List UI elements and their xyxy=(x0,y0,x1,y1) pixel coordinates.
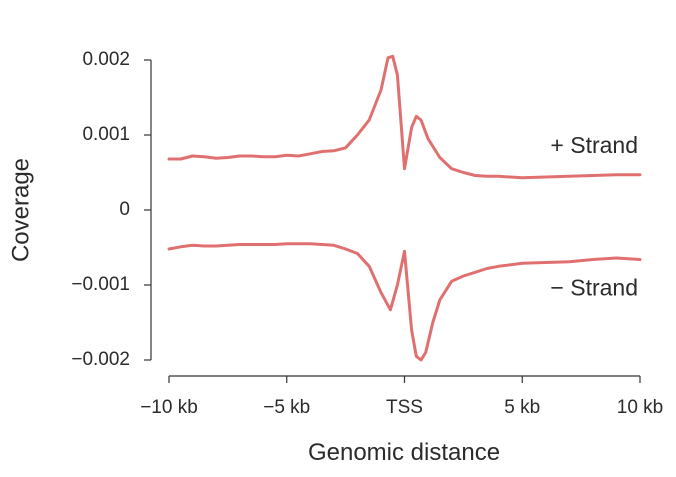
series-line-minus-strand xyxy=(167,242,642,362)
y-tick-label: 0.002 xyxy=(82,49,130,70)
axes xyxy=(150,60,640,377)
x-tick-label: −10 kb xyxy=(140,397,198,418)
x-tick-label: −5 kb xyxy=(263,397,310,418)
series-lines xyxy=(167,54,642,362)
y-tick-label: −0.002 xyxy=(71,349,130,370)
series-labels: + Strand − Strand xyxy=(550,132,638,301)
x-tick-label: TSS xyxy=(386,397,423,418)
y-axis-title: Coverage xyxy=(7,158,34,262)
series-line-strand xyxy=(167,54,642,180)
x-tick-label: 5 kb xyxy=(504,397,540,418)
series-label-minus-strand: − Strand xyxy=(550,275,638,301)
x-ticks: −10 kb −5 kb TSS 5 kb 10 kb xyxy=(140,376,663,418)
x-tick-label: 10 kb xyxy=(617,397,663,418)
y-tick-label: 0 xyxy=(119,199,130,220)
y-tick-label: −0.001 xyxy=(71,274,130,295)
series-label-strand: + Strand xyxy=(550,132,638,158)
x-axis-title: Genomic distance xyxy=(308,439,500,466)
y-tick-label: 0.001 xyxy=(82,124,130,145)
y-ticks: 0.002 0.001 0 −0.001 −0.002 xyxy=(71,49,151,370)
